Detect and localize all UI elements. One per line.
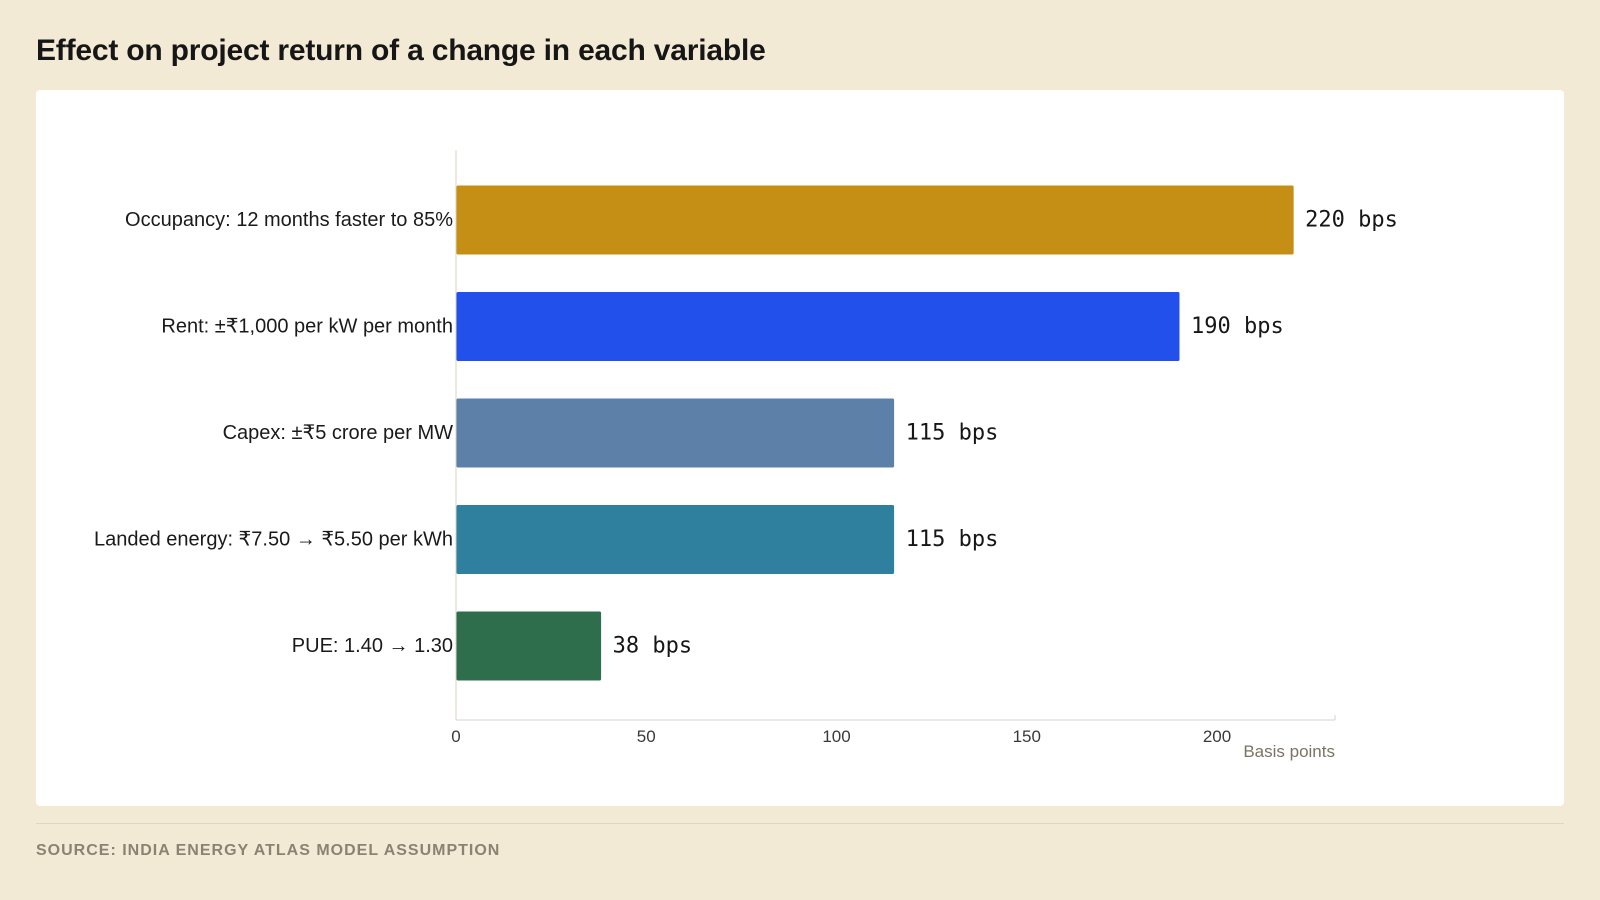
bar-3 (456, 398, 895, 468)
category-label-2: Rent: ±₹1,000 per kW per month (161, 316, 453, 338)
category-label-1: Occupancy: 12 months faster to 85% (125, 209, 453, 231)
footer-divider (36, 823, 1564, 824)
bar-5 (456, 611, 602, 681)
value-label-4: 115 bps (906, 527, 999, 552)
bar-4 (456, 505, 895, 574)
value-label-1: 220 bps (1305, 208, 1398, 233)
x-ticks-group: 0 50 100 150 200 (451, 715, 1336, 746)
x-tick-label-0: 0 (451, 727, 460, 746)
value-label-2: 190 bps (1191, 314, 1284, 339)
bar-chart: Occupancy: 12 months faster to 85% 220 bp… (94, 150, 1398, 761)
x-axis-title: Basis points (1243, 742, 1335, 761)
x-tick-label-200: 200 (1203, 727, 1231, 746)
bars-group: Occupancy: 12 months faster to 85% 220 bp… (94, 185, 1398, 681)
x-tick-label-50: 50 (637, 727, 656, 746)
category-label-5: PUE: 1.40 → 1.30 (292, 635, 453, 657)
chart-card: Occupancy: 12 months faster to 85% 220 bp… (36, 90, 1564, 806)
value-label-5: 38 bps (613, 634, 692, 659)
chart-title: Effect on project return of a change in … (36, 34, 766, 67)
category-label-3: Capex: ±₹5 crore per MW (223, 422, 454, 444)
source-note: SOURCE: INDIA ENERGY ATLAS MODEL ASSUMPT… (36, 842, 501, 859)
value-label-3: 115 bps (906, 421, 999, 446)
bar-1 (456, 185, 1294, 255)
x-tick-label-150: 150 (1013, 727, 1041, 746)
x-tick-label-100: 100 (822, 727, 850, 746)
bar-2 (456, 292, 1180, 361)
category-label-4: Landed energy: ₹7.50 → ₹5.50 per kWh (94, 529, 453, 551)
